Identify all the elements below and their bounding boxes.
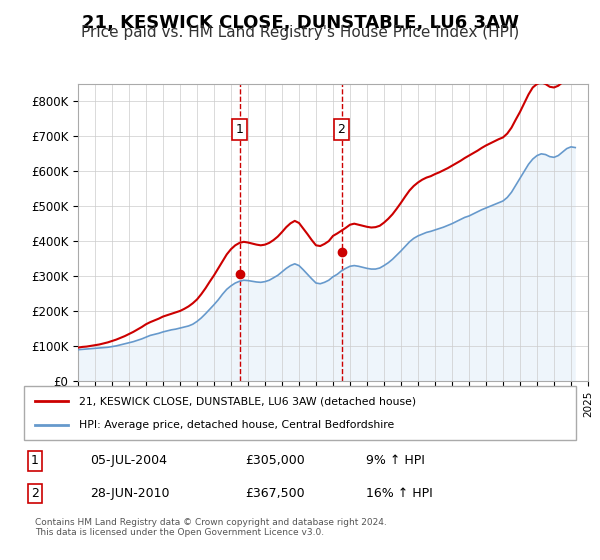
Text: £367,500: £367,500 <box>245 487 304 500</box>
Text: 9% ↑ HPI: 9% ↑ HPI <box>366 454 425 468</box>
Text: 21, KESWICK CLOSE, DUNSTABLE, LU6 3AW (detached house): 21, KESWICK CLOSE, DUNSTABLE, LU6 3AW (d… <box>79 396 416 407</box>
Text: HPI: Average price, detached house, Central Bedfordshire: HPI: Average price, detached house, Cent… <box>79 419 394 430</box>
Text: 28-JUN-2010: 28-JUN-2010 <box>90 487 170 500</box>
Text: 21, KESWICK CLOSE, DUNSTABLE, LU6 3AW: 21, KESWICK CLOSE, DUNSTABLE, LU6 3AW <box>82 14 518 32</box>
Text: Price paid vs. HM Land Registry's House Price Index (HPI): Price paid vs. HM Land Registry's House … <box>81 25 519 40</box>
FancyBboxPatch shape <box>24 386 576 440</box>
Text: 2: 2 <box>338 123 346 136</box>
Text: 1: 1 <box>236 123 244 136</box>
Text: 16% ↑ HPI: 16% ↑ HPI <box>366 487 433 500</box>
Text: £305,000: £305,000 <box>245 454 305 468</box>
Text: 2: 2 <box>31 487 39 500</box>
Text: 05-JUL-2004: 05-JUL-2004 <box>90 454 167 468</box>
Text: Contains HM Land Registry data © Crown copyright and database right 2024.
This d: Contains HM Land Registry data © Crown c… <box>35 517 387 537</box>
Text: 1: 1 <box>31 454 39 468</box>
